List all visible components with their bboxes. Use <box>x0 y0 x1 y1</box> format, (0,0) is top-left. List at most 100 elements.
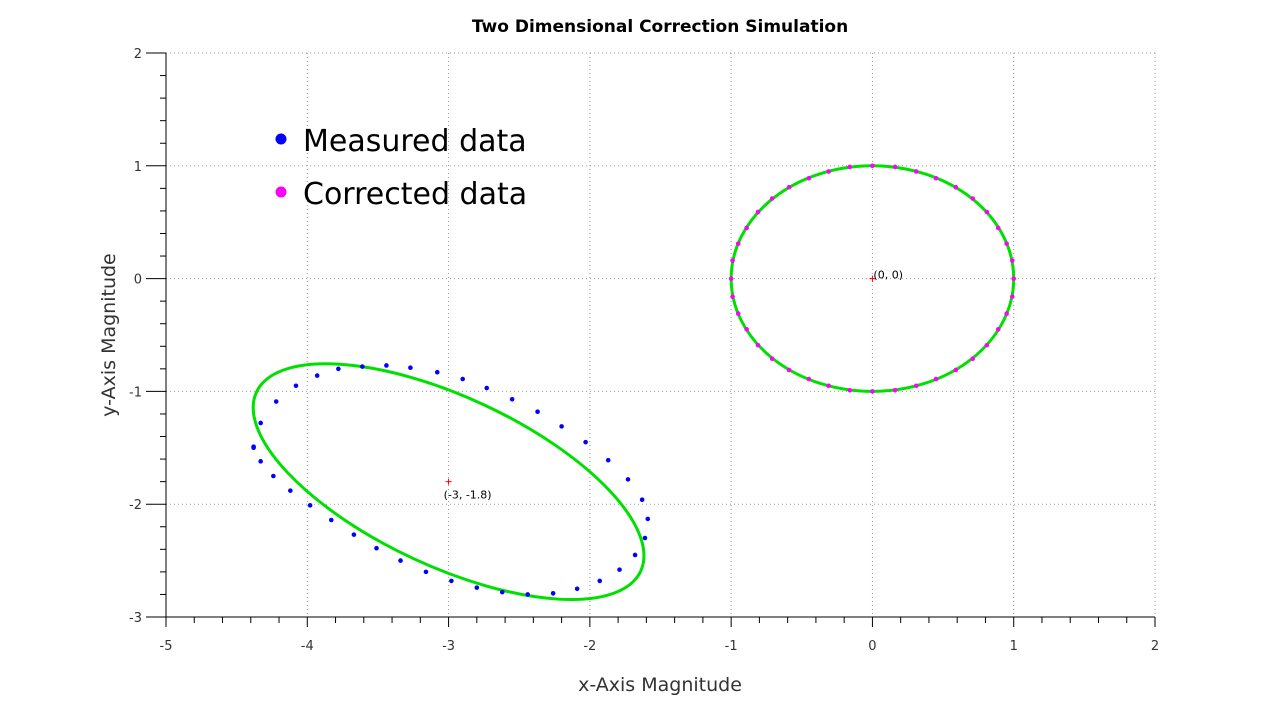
measured-point <box>360 364 365 369</box>
y-tick-label: -1 <box>129 385 142 400</box>
fit-curves <box>251 164 1016 602</box>
center-label: (-3, -1.8) <box>444 489 492 502</box>
corrected-point <box>755 342 761 348</box>
chart-title: Two Dimensional Correction Simulation <box>472 17 848 37</box>
measured-point <box>351 532 357 537</box>
corrected-point <box>892 164 898 170</box>
axes: -5 -4 -3 -2 -1 0 1 2 -3 -2 -1 0 1 2 <box>129 47 1159 654</box>
legend: Measured data Corrected data <box>275 124 527 212</box>
legend-label-corrected: Corrected data <box>303 177 527 212</box>
measured-point <box>251 445 256 451</box>
measured-point <box>605 457 611 463</box>
measured-point <box>639 497 645 502</box>
measured-point <box>271 473 276 479</box>
measured-point <box>408 365 413 371</box>
y-tick-label: -3 <box>129 611 142 626</box>
corrected-point <box>826 383 831 389</box>
x-tick-label: -3 <box>442 639 455 654</box>
corrected-point <box>806 175 812 181</box>
measured-point <box>336 366 341 372</box>
measured-point <box>449 578 454 584</box>
corrected-point <box>1004 311 1009 316</box>
data-points <box>251 163 1017 597</box>
measured-point <box>625 477 631 482</box>
corrected-point <box>755 209 761 215</box>
measured-point <box>434 369 440 375</box>
corrected-point <box>786 184 792 190</box>
corrected-point <box>913 383 919 389</box>
corrected-point <box>769 196 775 201</box>
measured-point <box>484 385 490 391</box>
measured-point <box>597 578 603 584</box>
corrected-point <box>847 387 853 393</box>
measured-point <box>329 517 334 523</box>
corrected-point <box>786 367 792 373</box>
measured-point <box>384 363 389 368</box>
legend-marker-corrected <box>275 186 287 198</box>
x-tick-label: -1 <box>725 639 738 654</box>
corrected-point <box>1004 241 1009 246</box>
center-label: (0, 0) <box>873 269 903 282</box>
corrected-point <box>806 376 812 382</box>
y-tick-label: 0 <box>134 273 142 288</box>
corrected-point <box>870 389 875 394</box>
corrected-point <box>933 175 939 181</box>
corrected-point <box>744 327 749 332</box>
measured-point <box>617 567 622 572</box>
corrected-point <box>953 184 959 190</box>
measured-point <box>288 488 293 493</box>
measured-point <box>258 459 263 464</box>
corrected-point <box>1011 276 1017 281</box>
measured-point <box>509 396 515 402</box>
measured-point <box>574 586 580 592</box>
measured-point <box>460 376 466 382</box>
corrected-point <box>728 276 734 281</box>
x-tick-label: -4 <box>301 639 314 654</box>
legend-marker-measured <box>275 133 287 145</box>
measured-point <box>314 373 320 378</box>
measured-point <box>645 516 651 522</box>
measured-point <box>423 569 429 575</box>
measured-point <box>273 399 279 404</box>
corrected-point <box>933 376 939 382</box>
corrected-point <box>995 327 1001 332</box>
y-tick-label: 1 <box>134 160 142 175</box>
corrected-point <box>995 225 1001 231</box>
legend-label-measured: Measured data <box>303 124 527 159</box>
x-tick-label: 2 <box>1151 639 1159 654</box>
corrected-point <box>1010 258 1015 263</box>
x-tick-label: -5 <box>160 639 173 654</box>
corrected-point <box>769 356 775 361</box>
measured-point <box>307 503 313 508</box>
measured-point <box>374 545 379 551</box>
measured-point <box>258 420 263 426</box>
corrected-point <box>730 294 735 299</box>
x-tick-label: 1 <box>1010 639 1018 654</box>
corrected-point <box>970 356 976 361</box>
measured-point <box>535 409 540 415</box>
measured-point <box>550 591 556 596</box>
corrected-point <box>870 163 875 169</box>
corrected-point <box>735 311 741 316</box>
corrected-point <box>984 209 990 215</box>
corrected-point <box>892 387 898 393</box>
y-tick-label: -2 <box>129 498 142 513</box>
corrected-point <box>847 164 853 170</box>
measured-point <box>642 535 648 541</box>
corrected-point <box>970 196 976 201</box>
measured-point <box>559 424 564 429</box>
measured-point <box>583 439 588 445</box>
measured-point <box>632 552 638 558</box>
measured-point <box>293 383 299 389</box>
corrected-point <box>984 342 990 348</box>
x-tick-label: 0 <box>868 639 876 654</box>
corrected-point <box>735 241 741 246</box>
measured-point <box>499 589 505 595</box>
y-tick-label: 2 <box>134 47 142 62</box>
measured-fit-ellipse <box>251 362 646 602</box>
measured-point <box>474 585 480 590</box>
corrected-point <box>826 169 831 174</box>
x-tick-label: -2 <box>583 639 596 654</box>
x-axis-label: x-Axis Magnitude <box>578 674 742 696</box>
